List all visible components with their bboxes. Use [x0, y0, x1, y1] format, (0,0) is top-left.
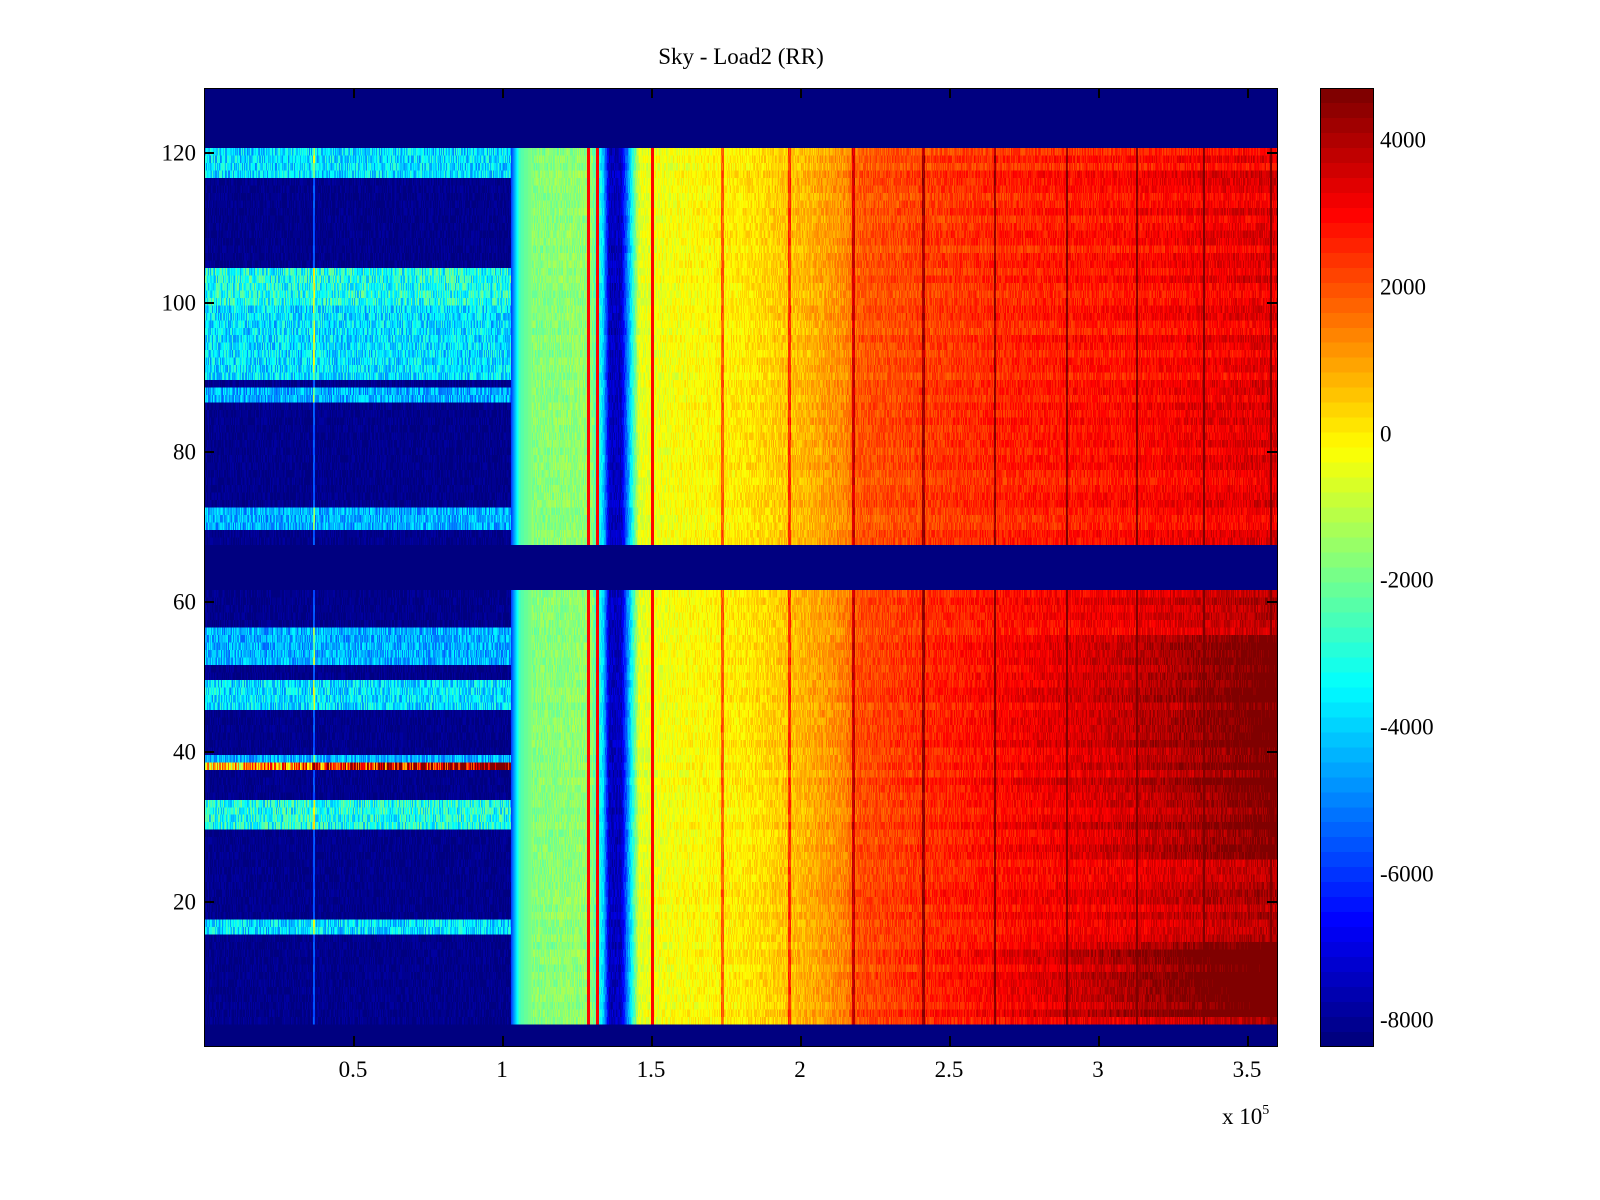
x-tick-label: 3	[1092, 1057, 1104, 1082]
x-axis-multiplier: x 105	[1222, 1103, 1270, 1129]
y-tick-mark	[204, 451, 214, 453]
y-tick-mark-right	[1267, 152, 1277, 154]
y-tick-mark	[204, 901, 214, 903]
y-tick-label: 20	[173, 889, 196, 915]
y-tick-label: 100	[161, 290, 197, 316]
x-tick-mark-top	[1247, 88, 1249, 98]
y-tick-mark	[204, 751, 214, 753]
x-tick-mark	[949, 1036, 951, 1046]
y-tick-label: 120	[161, 140, 197, 166]
x-multiplier-base: x 10	[1222, 1104, 1263, 1129]
x-tick-mark-top	[949, 88, 951, 98]
chart-title: Sky - Load2 (RR)	[658, 44, 824, 69]
colorbar-tick-label: 0	[1380, 421, 1392, 447]
x-tick-mark-top	[651, 88, 653, 98]
colorbar-tick-label: -6000	[1380, 861, 1434, 887]
x-tick-label: 0.5	[338, 1057, 368, 1082]
x-tick-mark	[353, 1036, 355, 1046]
y-tick-mark	[204, 302, 214, 304]
x-tick-mark	[1247, 1036, 1249, 1046]
colorbar-tick-label: 2000	[1380, 274, 1426, 300]
y-tick-mark-right	[1267, 901, 1277, 903]
colorbar-tick-label: -8000	[1380, 1007, 1434, 1033]
colorbar-image	[1320, 88, 1374, 1047]
heatmap-image	[204, 88, 1278, 1047]
y-tick-mark-right	[1267, 302, 1277, 304]
x-tick-mark-top	[502, 88, 504, 98]
x-tick-label: 2	[794, 1057, 806, 1082]
colorbar-tick-label: -4000	[1380, 714, 1434, 740]
x-tick-mark	[502, 1036, 504, 1046]
x-tick-mark	[1098, 1036, 1100, 1046]
y-tick-mark-right	[1267, 751, 1277, 753]
y-tick-mark-right	[1267, 451, 1277, 453]
x-tick-label: 1.5	[636, 1057, 666, 1082]
y-tick-mark	[204, 601, 214, 603]
x-multiplier-exponent: 5	[1262, 1103, 1270, 1118]
x-tick-label: 2.5	[934, 1057, 964, 1082]
x-tick-mark-top	[353, 88, 355, 98]
x-tick-label: 1	[496, 1057, 508, 1082]
y-tick-mark-right	[1267, 601, 1277, 603]
x-tick-mark-top	[1098, 88, 1100, 98]
y-tick-label: 40	[173, 739, 196, 765]
x-tick-mark-top	[800, 88, 802, 98]
colorbar-tick-label: 4000	[1380, 127, 1426, 153]
x-tick-label: 3.5	[1232, 1057, 1262, 1082]
x-tick-mark	[800, 1036, 802, 1046]
y-tick-mark	[204, 152, 214, 154]
y-tick-label: 60	[173, 589, 196, 615]
x-tick-mark	[651, 1036, 653, 1046]
y-tick-label: 80	[173, 439, 196, 465]
colorbar-tick-label: -2000	[1380, 567, 1434, 593]
